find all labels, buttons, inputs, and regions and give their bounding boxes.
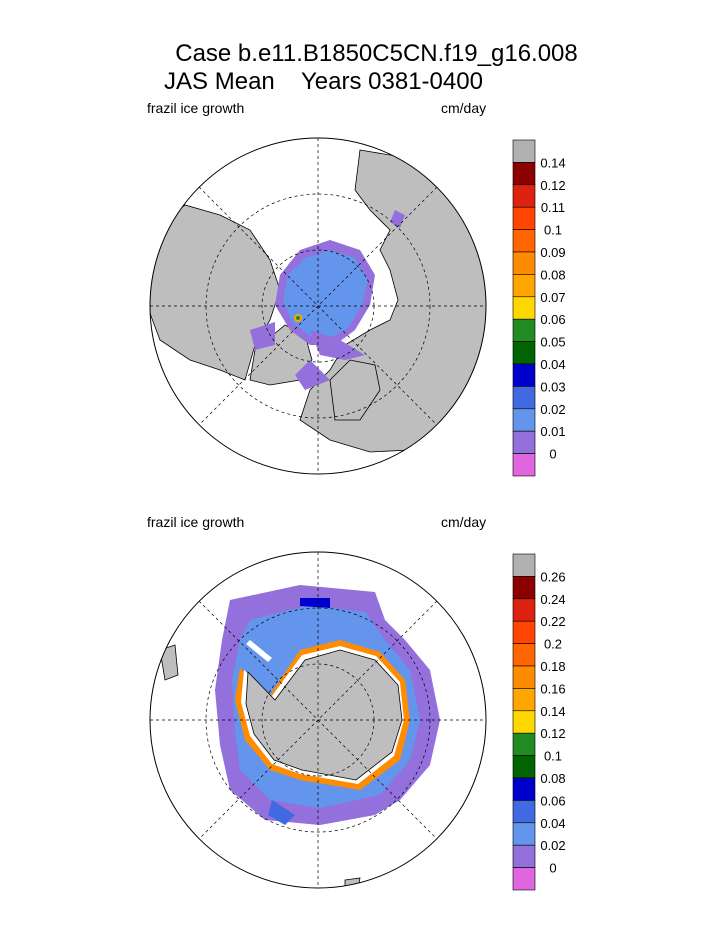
figure-title-line2: JAS Mean Years 0381-0400: [164, 68, 483, 95]
colorbar-tick-label: 0.2: [544, 637, 562, 652]
colorbar-tick-label: 0.14: [540, 704, 565, 719]
colorbar-tick-label: 0.1: [544, 223, 562, 238]
colorbar-box: [512, 251, 536, 275]
colorbar-box: [512, 844, 536, 868]
map1-right-label: cm/day: [441, 100, 487, 116]
colorbar-tick-label: 0.06: [540, 312, 565, 327]
colorbar-box: [512, 206, 536, 230]
colorbar-box: [512, 576, 536, 600]
colorbar-box: [512, 777, 536, 801]
colorbar-box: [512, 688, 536, 712]
colorbar-box: [512, 274, 536, 298]
map1-left-label: frazil ice growth: [147, 100, 245, 116]
colorbar-box: [512, 598, 536, 622]
colorbar-tick-label: 0.12: [540, 178, 565, 193]
colorbar-tick-label: 0: [549, 447, 556, 462]
colorbar-tick-label: 0: [549, 861, 556, 876]
colorbar-box: [512, 665, 536, 689]
colorbar-tick-label: 0.01: [540, 424, 565, 439]
colorbar-tick-label: 0.07: [540, 290, 565, 305]
colorbar-tick-label: 0.08: [540, 267, 565, 282]
colorbar-tick-label: 0.12: [540, 726, 565, 741]
colorbar-box: [512, 229, 536, 253]
colorbar-tick-label: 0.02: [540, 838, 565, 853]
colorbar-box: [512, 139, 536, 163]
colorbar-box: [512, 553, 536, 577]
colorbar-tick-label: 0.05: [540, 335, 565, 350]
colorbar-box: [512, 184, 536, 208]
colorbar-tick-label: 0.24: [540, 592, 565, 607]
sh-land-antarctica: [245, 649, 403, 781]
colorbar-box: [512, 162, 536, 186]
colorbar-tick-label: 0.18: [540, 659, 565, 674]
colorbar-tick-label: 0.16: [540, 681, 565, 696]
colorbar-box: [512, 732, 536, 756]
colorbar-tick-label: 0.1: [544, 749, 562, 764]
figure-title-line1: Case b.e11.B1850C5CN.f19_g16.008: [175, 40, 578, 67]
north-polar-map: [149, 137, 487, 475]
colorbar-tick-label: 0.06: [540, 793, 565, 808]
colorbar-box: [512, 710, 536, 734]
colorbar-tick-label: 0.26: [540, 569, 565, 584]
colorbar-box: [512, 296, 536, 320]
colorbar-tick-label: 0.04: [540, 357, 565, 372]
colorbar-tick-label: 0.11: [541, 200, 565, 215]
colorbar-tick-label: 0.04: [540, 816, 565, 831]
colorbar-tick-label: 0.02: [540, 402, 565, 417]
colorbar-box: [512, 800, 536, 824]
south-polar-map: [149, 551, 487, 889]
colorbar-box: [512, 386, 536, 410]
colorbar-tick-label: 0.09: [540, 245, 565, 260]
colorbar-box: [512, 341, 536, 365]
colorbar-box: [512, 318, 536, 342]
colorbar-box: [512, 363, 536, 387]
colorbar-box: [512, 620, 536, 644]
colorbar-box: [512, 408, 536, 432]
colorbar-box: [512, 453, 536, 477]
colorbar-tick-label: 0.22: [540, 614, 565, 629]
colorbar-north: 0 0.01 0.02 0.03 0.04 0.05 0.06 0.07 0.08 0.09 0.1…: [512, 139, 566, 477]
colorbar-box: [512, 867, 536, 891]
colorbar-south: 0 0.02 0.04 0.06 0.08 0.1 0.12 0.14 0.16 0.18 0.2 0…: [512, 553, 566, 891]
colorbar-box: [512, 430, 536, 454]
colorbar-tick-label: 0.14: [540, 155, 565, 170]
colorbar-box: [512, 755, 536, 779]
colorbar-tick-label: 0.08: [540, 771, 565, 786]
colorbar-tick-label: 0.03: [540, 379, 565, 394]
colorbar-box: [512, 822, 536, 846]
map2-left-label: frazil ice growth: [147, 514, 245, 530]
nh-ice-field: [250, 210, 405, 390]
colorbar-box: [512, 643, 536, 667]
map2-right-label: cm/day: [441, 514, 487, 530]
